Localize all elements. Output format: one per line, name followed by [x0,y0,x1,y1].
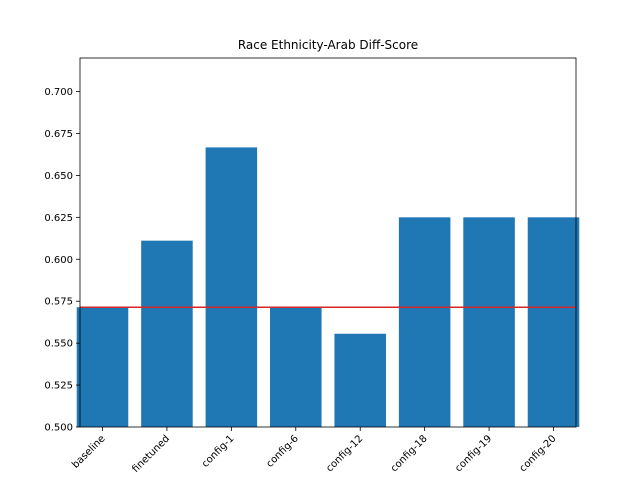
x-tick-label-config-18: config-18 [389,433,430,474]
bar-config-19 [463,217,515,427]
x-tick-label-config-1: config-1 [200,433,236,469]
plot-area: 0.500 0.525 0.550 0.575 0.600 0.625 0.650 0.675… [44,57,580,475]
x-tick-label-config-6: config-6 [264,433,300,469]
y-tick-label: 0.675 [44,129,73,140]
bar-config-18 [398,217,451,427]
y-tick-label: 0.650 [44,171,73,182]
bar-finetuned [141,240,193,427]
y-tick-label: 0.550 [44,339,73,350]
y-tick-label: 0.625 [44,213,73,224]
bar-baseline [76,307,129,427]
x-tick-label-config-19: config-19 [453,433,494,474]
chart-title: Race Ethnicity-Arab Diff-Score [238,38,418,52]
bar-config-6 [270,307,322,427]
y-tick-label: 0.600 [44,255,73,266]
bar-config-20 [527,217,580,427]
x-tick-label-baseline: baseline [70,433,107,470]
bar-config-1 [205,147,258,427]
x-tick-label-finetuned: finetuned [130,433,172,475]
y-tick-label: 0.525 [44,381,73,392]
bar-config-12 [334,333,386,427]
x-tick-label-config-12: config-12 [324,433,365,474]
axes-frame [79,57,577,428]
y-tick-label: 0.700 [44,87,73,98]
y-tick-label: 0.575 [44,297,73,308]
y-tick-label: 0.500 [44,423,73,434]
x-tick-label-config-20: config-20 [518,433,559,474]
